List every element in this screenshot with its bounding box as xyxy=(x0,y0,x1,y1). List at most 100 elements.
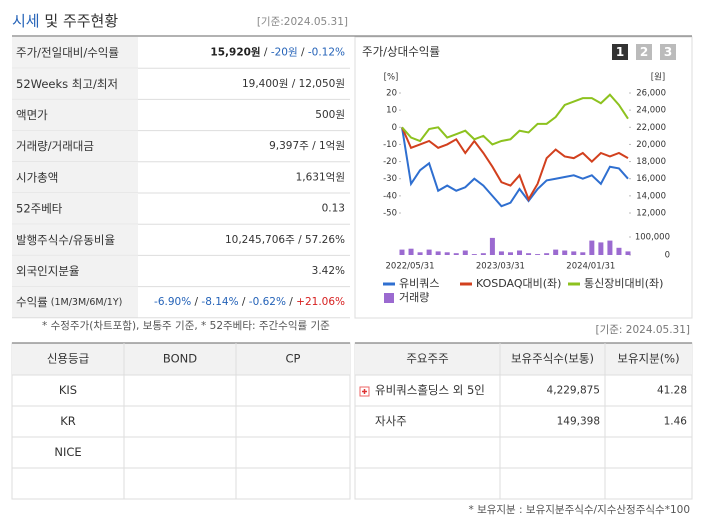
row-value: 9,397주 / 1억원 xyxy=(269,140,345,152)
y2-tick-label: 14,000 xyxy=(636,191,666,201)
table-header-cell: BOND xyxy=(163,352,197,366)
label-cell xyxy=(12,255,138,287)
legend-label: KOSDAQ대비(좌) xyxy=(476,277,561,290)
row-value: 0.13 xyxy=(322,203,345,215)
value-part: -0.12% xyxy=(308,47,345,59)
label-text: 발행주식수/유동비율 xyxy=(16,232,115,246)
chart-panel xyxy=(354,36,693,319)
volume-bar xyxy=(498,251,504,255)
page-button[interactable] xyxy=(612,44,628,60)
table-header-cell: 보유주식수(보통) xyxy=(511,352,594,366)
value-part: / xyxy=(261,47,271,59)
row-value: 19,400원 / 12,050원 xyxy=(242,78,345,90)
series-line xyxy=(401,127,629,208)
label-cell xyxy=(12,161,138,193)
value-part: / xyxy=(298,47,308,59)
label-text: 시가총액 xyxy=(16,170,58,184)
row-value: 3.42% xyxy=(312,265,345,277)
volume-bar xyxy=(399,249,405,255)
table-cell: 149,398 xyxy=(557,416,600,428)
y2-tick-label: 22,000 xyxy=(636,123,666,133)
y-tick-label: -40 xyxy=(383,191,397,201)
x-tick-label: 2023/03/31 xyxy=(476,262,525,272)
row-label: 거래량/거래대금 xyxy=(16,139,94,153)
value-part: / xyxy=(239,296,249,308)
volume-bar xyxy=(598,242,604,255)
label-text: 52Weeks 최고/최저 xyxy=(16,76,118,90)
table-header-cell: 주요주주 xyxy=(406,352,448,366)
volume-bar xyxy=(426,249,432,255)
volume-bar xyxy=(571,251,577,255)
page-button[interactable] xyxy=(636,44,652,60)
table-header-cell: 신용등급 xyxy=(47,352,89,366)
row-value: -6.90% / -8.14% / -0.62% / +21.06% xyxy=(154,296,345,308)
volume-bar xyxy=(616,247,622,255)
volume-bar xyxy=(625,251,631,255)
table-cell: 41.28 xyxy=(657,385,687,397)
y-tick-label: -10 xyxy=(383,140,397,150)
y2-tick-label: 24,000 xyxy=(636,106,666,116)
y-tick-label: -50 xyxy=(383,209,397,219)
date: [기준:2024.05.31] xyxy=(257,16,348,28)
label-text: 외국인지분율 xyxy=(16,264,79,278)
row-label: 52주베타 xyxy=(16,201,63,215)
value-part: 19,400원 / 12,050원 xyxy=(242,78,345,90)
label-note: (1M/3M/6M/1Y) xyxy=(48,297,123,308)
y2-tick-label: 26,000 xyxy=(636,89,666,99)
y-tick-label: -30 xyxy=(383,174,397,184)
x-tick-label: 2024/01/31 xyxy=(566,262,615,272)
y2-tick-label: 18,000 xyxy=(636,157,666,167)
label-text: 거래량/거래대금 xyxy=(16,139,94,153)
label-cell xyxy=(12,193,138,225)
volume-bar xyxy=(462,250,468,255)
label-cell xyxy=(12,68,138,100)
label-text: 수익률 xyxy=(16,295,48,309)
footnote: * 보유지분 : 보유지분주식수/지수산정주식수*100 xyxy=(468,504,690,516)
volume-bar xyxy=(589,240,595,255)
volume-bar xyxy=(562,250,568,255)
volume-bar xyxy=(607,240,613,255)
table-cell: 1.46 xyxy=(664,416,688,428)
y2-unit: [원] xyxy=(651,73,665,83)
table-header xyxy=(12,343,350,375)
value-part: 0.13 xyxy=(322,203,345,215)
value-part: 500원 xyxy=(315,109,345,121)
volume-bar xyxy=(580,252,586,255)
page-button[interactable] xyxy=(660,44,676,60)
volume-tick-label: 100,000 xyxy=(635,233,670,243)
volume-bar xyxy=(417,252,423,255)
chart-title: 주가/상대수익률 xyxy=(362,45,440,59)
table-header-cell: CP xyxy=(286,352,301,366)
volume-bar xyxy=(453,253,459,255)
table-cell: KIS xyxy=(59,383,77,397)
label-cell xyxy=(12,130,138,162)
series-line xyxy=(401,126,629,202)
value-part: -6.90% xyxy=(154,296,191,308)
label-cell xyxy=(12,99,138,131)
row-label: 발행주식수/유동비율 xyxy=(16,232,115,246)
page-title: 시세 및 주주현황 xyxy=(12,12,118,30)
row-label: 액면가 xyxy=(16,108,48,122)
row-label: 수익률 (1M/3M/6M/1Y) xyxy=(16,295,122,309)
row-value: 10,245,706주 / 57.26% xyxy=(225,234,345,246)
value-part: 9,397주 / 1억원 xyxy=(269,140,345,152)
table-header-cell: 보유지분(%) xyxy=(617,352,679,366)
table-cell: 유비쿼스홀딩스 외 5인 xyxy=(375,383,485,397)
date: [기준: 2024.05.31] xyxy=(595,324,690,336)
row-label: 외국인지분율 xyxy=(16,264,79,278)
legend-swatch xyxy=(384,293,394,303)
table-header xyxy=(355,343,692,375)
label-cell xyxy=(12,286,138,318)
y2-tick-label: 20,000 xyxy=(636,140,666,150)
label-text: 액면가 xyxy=(16,108,48,122)
row-label: 주가/전일대비/수익률 xyxy=(16,45,119,59)
value-part: -8.14% xyxy=(201,296,238,308)
series-line xyxy=(401,93,629,146)
legend-label: 유비쿼스 xyxy=(399,277,439,290)
volume-bar xyxy=(553,249,559,255)
expand-icon-plus xyxy=(362,389,367,394)
volume-bar xyxy=(535,254,541,255)
y-tick-label: 0 xyxy=(392,123,397,133)
value-part: 3.42% xyxy=(312,265,345,277)
volume-bar xyxy=(471,254,477,255)
